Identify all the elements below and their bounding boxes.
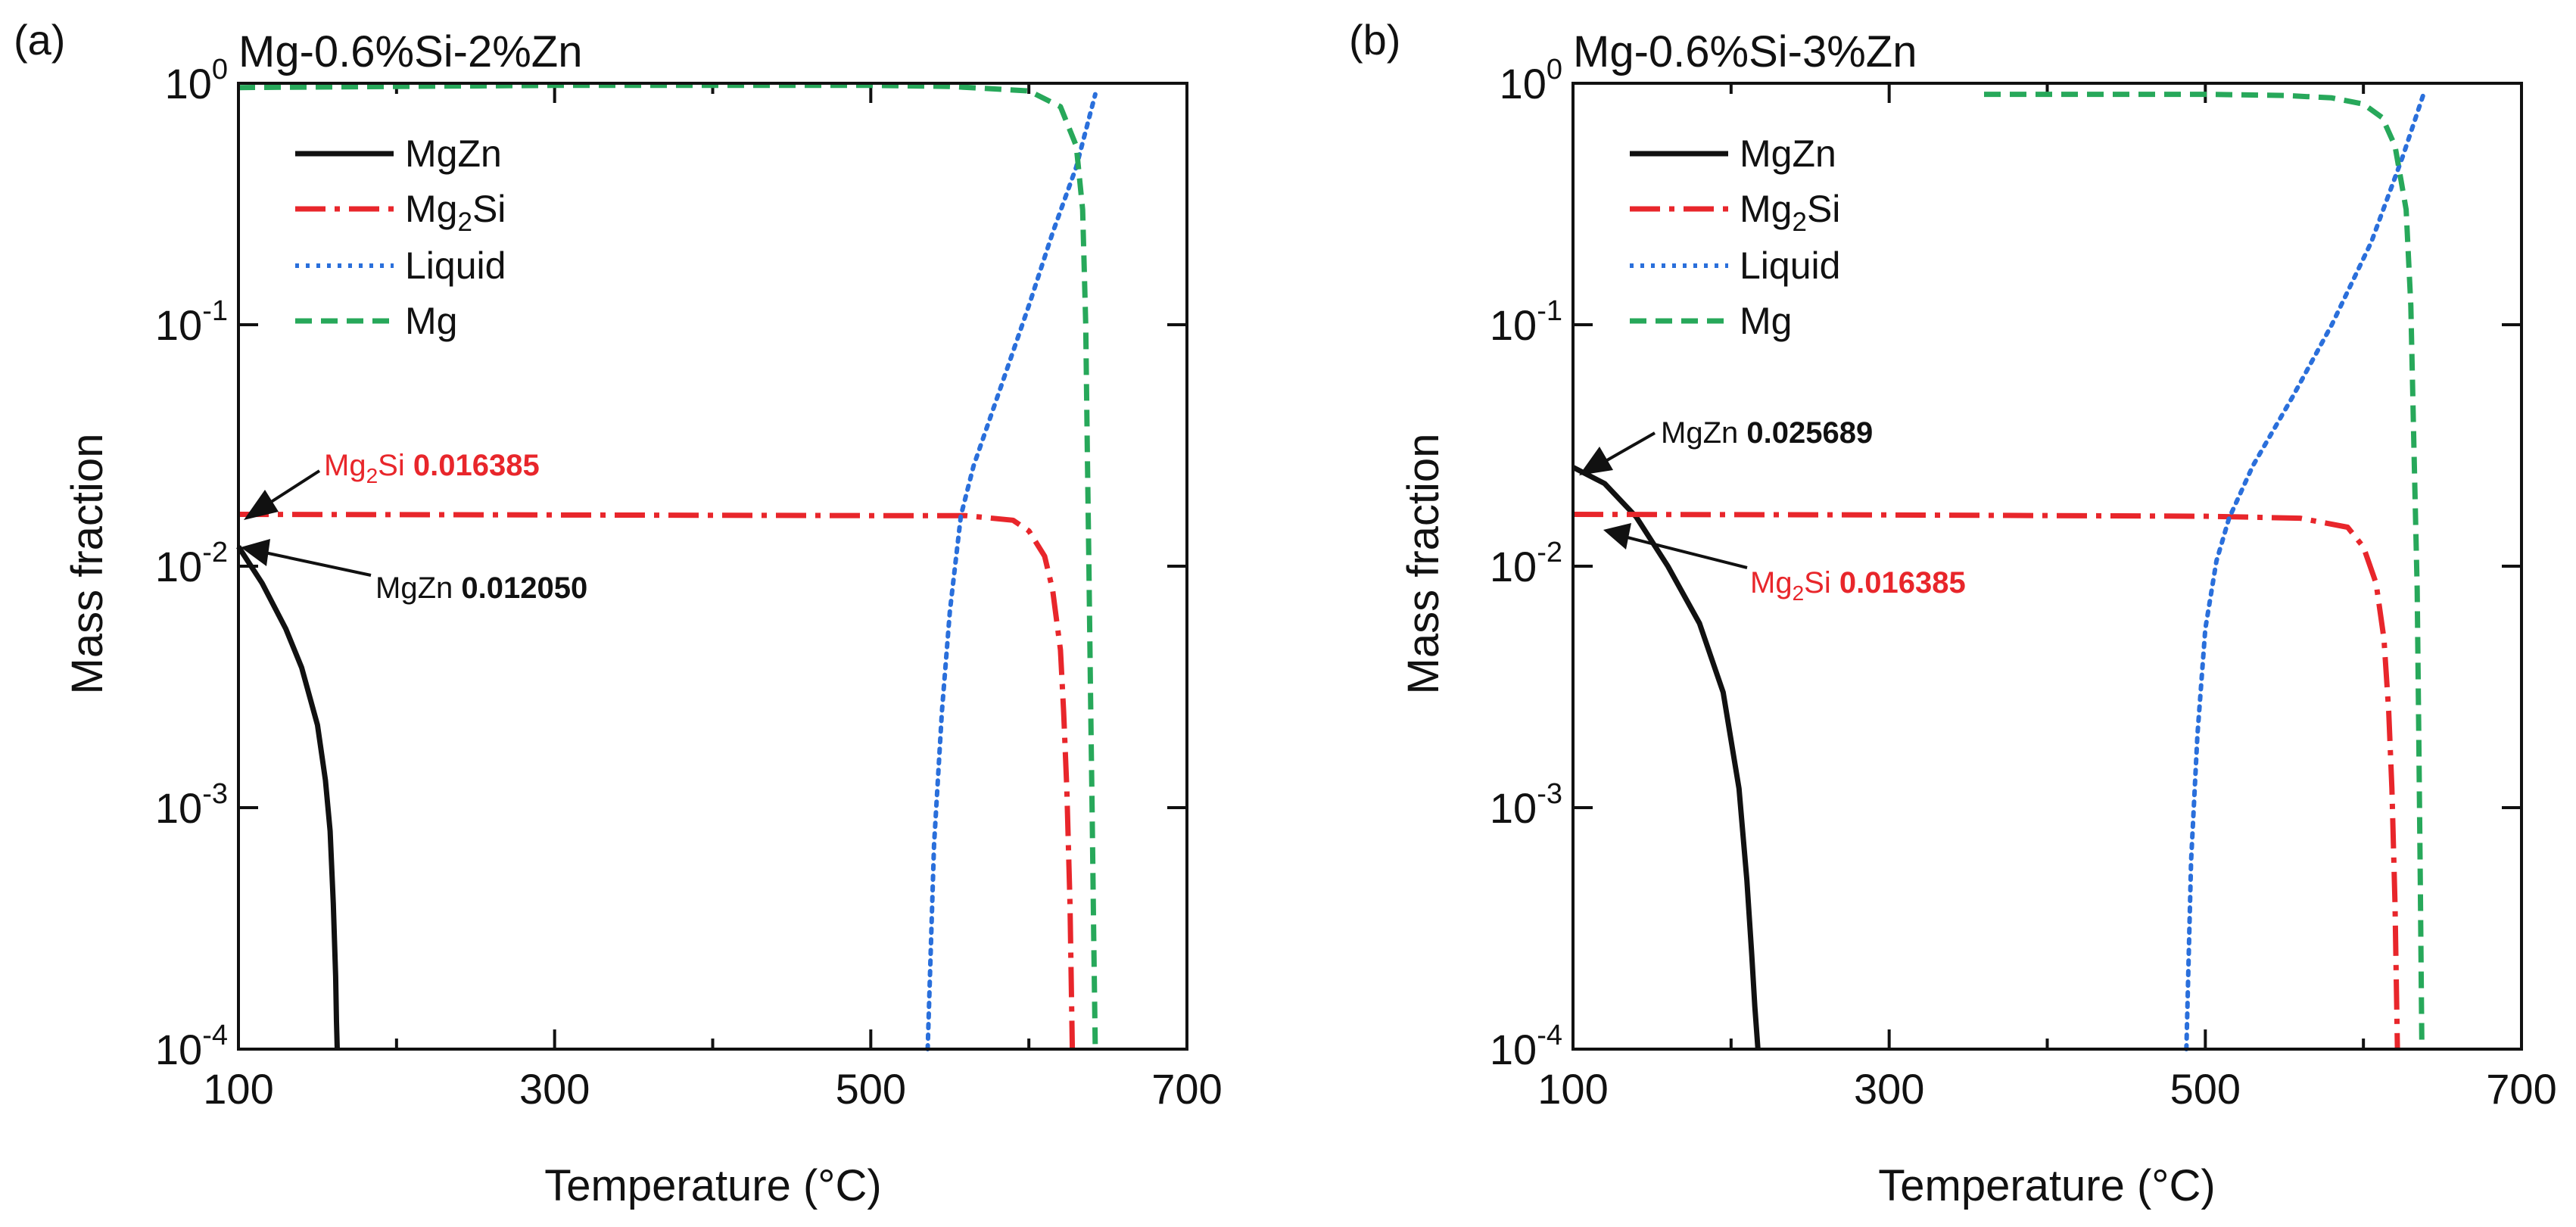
arrowhead-icon [244,490,279,520]
panel-label: (a) [14,16,65,64]
series-line-mg [238,83,1098,1050]
x-tick-label: 100 [1537,1065,1608,1113]
annotation-arrow [265,469,321,506]
panel-title: Mg-0.6%Si-3%Zn [1573,27,1917,76]
legend: MgZn Mg2Si Liquid Mg [1630,132,1840,342]
legend-label: Mg [1740,300,1792,342]
annotation-arrow [1627,536,1748,569]
y-tick-label: 10-2 [155,537,228,590]
x-axis-label: Temperature (°C) [1878,1161,2215,1210]
panel-title: Mg-0.6%Si-2%Zn [238,27,582,76]
legend: MgZn Mg2Si Liquid Mg [295,132,506,342]
y-tick-label: 10-4 [155,1020,228,1073]
series-line-mg2si [238,512,1076,1050]
annotation-mg2si: Mg2Si 0.016385 [1603,523,1966,605]
x-tick-label: 500 [2170,1065,2241,1113]
annotation-text: Mg2Si 0.016385 [324,449,540,487]
annotation-text: Mg2Si 0.016385 [1750,566,1966,605]
series-line-mgzn [1571,465,1761,1050]
y-axis-label: Mass fraction [1399,434,1448,695]
axes-frame [237,82,1188,1051]
x-tick-label: 500 [836,1065,906,1113]
legend-label: Mg2Si [405,188,506,237]
axes-frame [1571,82,2523,1051]
legend-item-liquid: Liquid [1630,244,1840,287]
arrowhead-icon [1579,447,1613,475]
annotation-text: MgZn 0.012050 [375,571,587,605]
legend-item-mg2si: Mg2Si [1630,188,1840,237]
plot-area: 100 300 500 700 10-4 10-3 10-2 10-1 100 [155,54,1223,1113]
legend-item-mg: Mg [1630,300,1792,342]
x-tick-label: 700 [1151,1065,1222,1113]
legend-label: MgZn [405,132,502,175]
annotation-mg2si: Mg2Si 0.016385 [244,449,540,520]
series-line-mg2si [1572,512,2400,1050]
y-tick-label: 10-1 [1490,295,1562,349]
legend-item-mg2si: Mg2Si [295,188,506,237]
y-tick-label: 100 [1500,54,1562,107]
legend-item-liquid: Liquid [295,244,506,287]
series-line-liquid [2184,92,2426,1051]
y-axis-label: Mass fraction [63,434,112,695]
legend-item-mg: Mg [295,300,457,342]
legend-label: MgZn [1740,132,1836,175]
legend-label: Liquid [405,244,506,287]
x-tick-label: 300 [519,1065,590,1113]
annotation-arrow [1601,431,1656,465]
series-line-liquid [925,92,1098,1051]
y-tick-label: 10-4 [1490,1020,1562,1073]
annotation-arrow [264,551,372,577]
legend-label: Mg [405,300,457,342]
series-line-mgzn [236,545,340,1050]
annotation-mgzn: MgZn 0.012050 [241,539,587,605]
x-tick-label: 700 [2486,1065,2556,1113]
panel-a: (a) Mg-0.6%Si-2%Zn Mass fraction Tempera… [14,16,1223,1210]
plot-area: 100 300 500 700 10-4 10-3 10-2 10-1 100 [1490,54,2557,1113]
y-tick-label: 10-3 [155,778,228,832]
annotation-mgzn: MgZn 0.025689 [1579,416,1873,475]
x-tick-label: 100 [203,1065,273,1113]
arrowhead-icon [1603,523,1631,550]
series-line-mg [1984,92,2425,1050]
y-tick-label: 10-3 [1490,778,1562,832]
x-tick-label: 300 [1854,1065,1924,1113]
legend-item-mgzn: MgZn [295,132,502,175]
annotation-text: MgZn 0.025689 [1661,416,1873,450]
y-tick-label: 10-1 [155,295,228,349]
arrowhead-icon [241,539,270,566]
y-tick-label: 100 [165,54,228,107]
y-tick-label: 10-2 [1490,537,1562,590]
panel-label: (b) [1349,16,1400,64]
legend-label: Mg2Si [1740,188,1840,237]
x-axis-label: Temperature (°C) [544,1161,881,1210]
legend-item-mgzn: MgZn [1630,132,1836,175]
panel-b: (b) Mg-0.6%Si-3%Zn Mass fraction Tempera… [1349,16,2557,1210]
legend-label: Liquid [1740,244,1840,287]
